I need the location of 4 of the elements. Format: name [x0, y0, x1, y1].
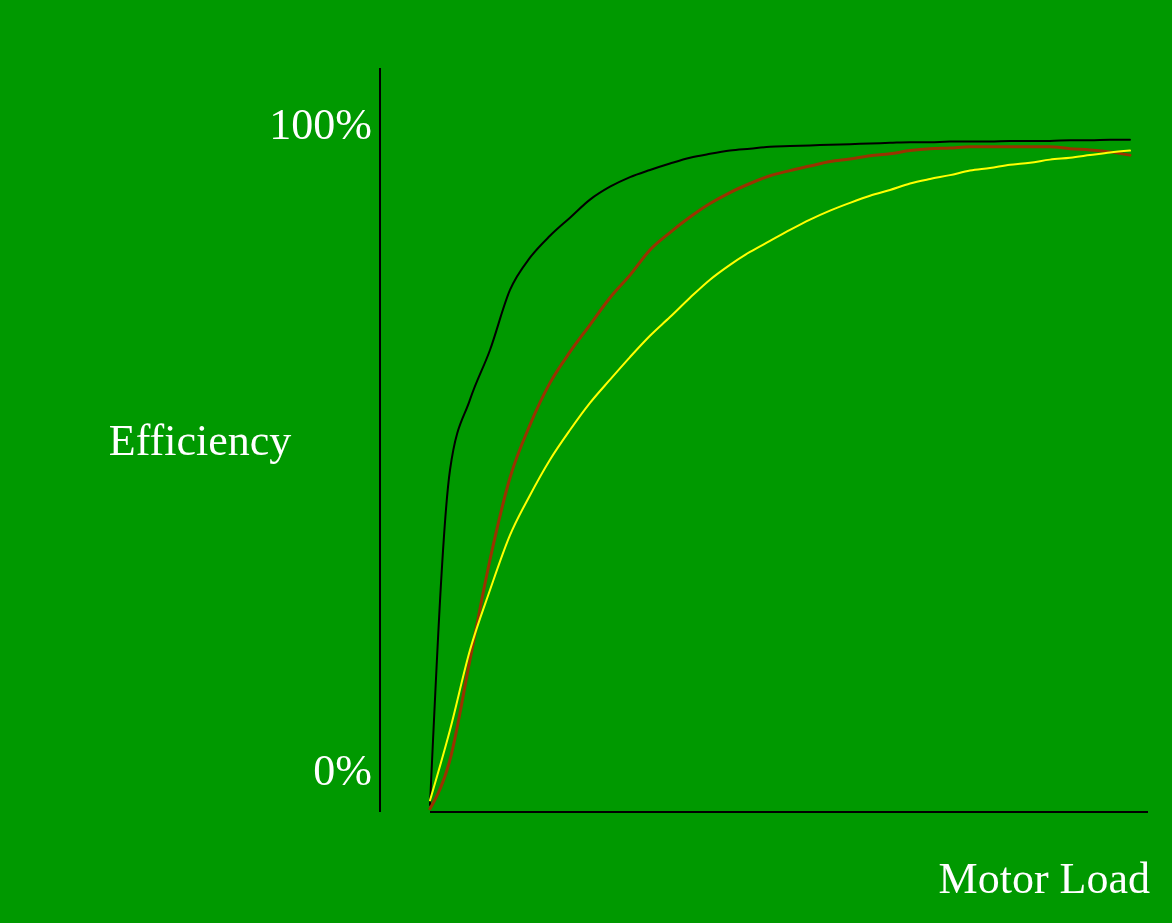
x-axis-title: Motor Load — [938, 853, 1150, 903]
y-tick-label: 100% — [269, 100, 372, 150]
y-axis-title: Efficiency — [108, 415, 292, 465]
y-tick-label: 0% — [313, 745, 372, 795]
